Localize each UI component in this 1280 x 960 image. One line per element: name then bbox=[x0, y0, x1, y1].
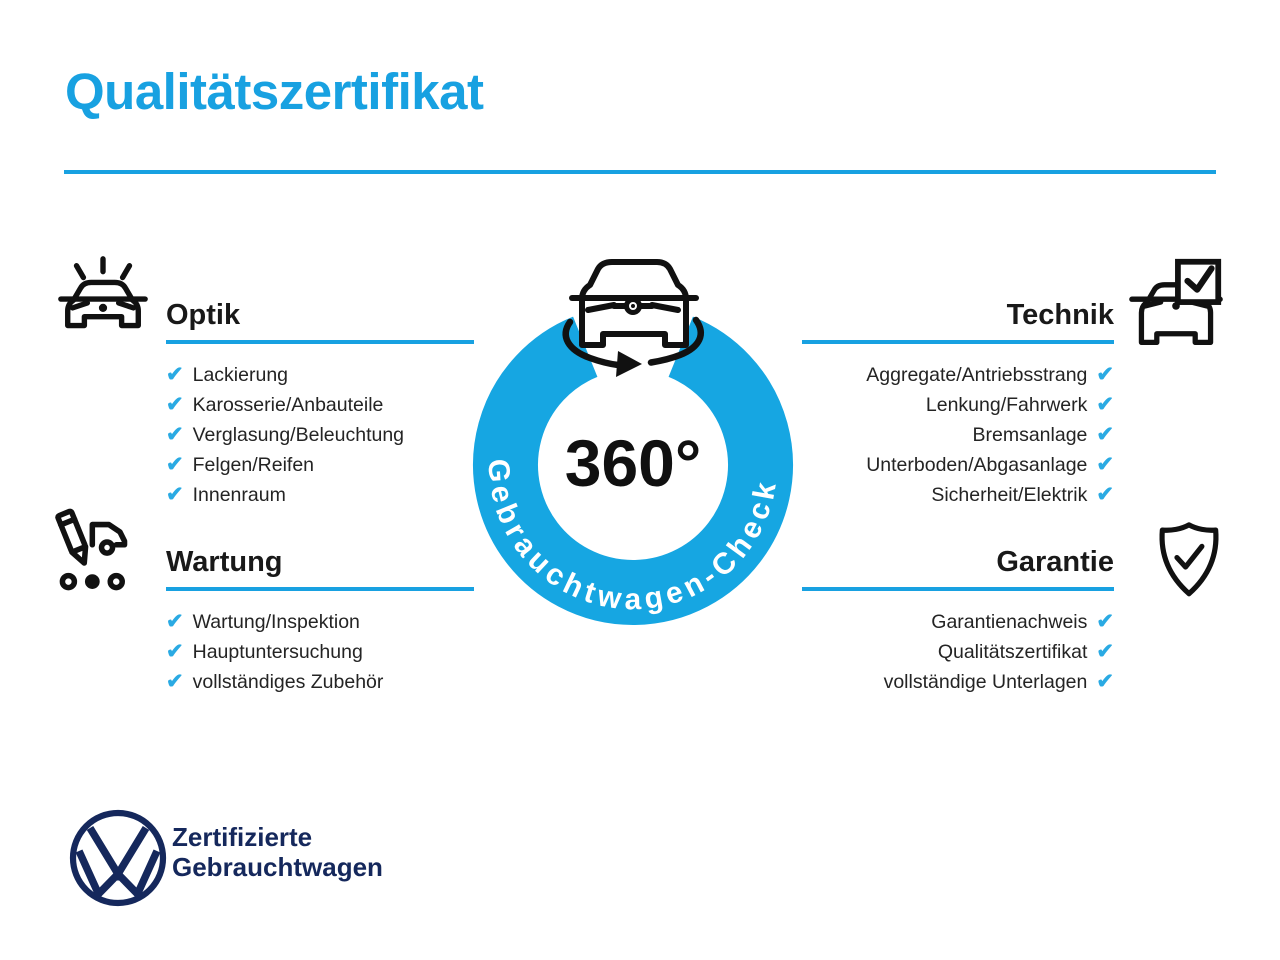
checklist-item: Qualitätszertifikat ✔ bbox=[938, 637, 1114, 667]
check-icon: ✔ bbox=[1096, 362, 1114, 386]
brand-line-1: Zertifizierte bbox=[172, 822, 313, 852]
checklist-item: ✔ Hauptuntersuchung bbox=[166, 637, 363, 667]
page-title: Qualitätszertifikat bbox=[65, 63, 484, 120]
checklist-item: Lenkung/Fahrwerk ✔ bbox=[926, 390, 1114, 420]
check-icon: ✔ bbox=[166, 392, 184, 416]
checklist-item-label: Lenkung/Fahrwerk bbox=[925, 393, 1088, 416]
pencil-car-checklist-icon bbox=[55, 508, 128, 591]
check-icon: ✔ bbox=[1096, 482, 1114, 506]
rotate-arrowhead bbox=[616, 351, 642, 377]
check-icon: ✔ bbox=[1096, 392, 1114, 416]
check-icon: ✔ bbox=[166, 422, 184, 446]
360-check-badge: Gebrauchtwagen-Check 360° bbox=[473, 316, 793, 625]
checklist-item: Garantienachweis ✔ bbox=[931, 607, 1114, 637]
section-divider-optik bbox=[166, 340, 474, 344]
checklist-item-label: Unterboden/Abgasanlage bbox=[866, 453, 1088, 476]
section-title-garantie: Garantie bbox=[996, 546, 1114, 578]
checklist-item-label: Bremsanlage bbox=[972, 423, 1088, 446]
checklist-wartung: ✔ Wartung/Inspektion ✔ Hauptuntersuchung ✔… bbox=[166, 607, 383, 697]
check-icon: ✔ bbox=[166, 609, 184, 633]
check-icon: ✔ bbox=[1096, 422, 1114, 446]
shield-check-icon bbox=[1159, 522, 1219, 597]
checklist-item-label: vollständiges Zubehör bbox=[192, 670, 384, 693]
check-icon: ✔ bbox=[1096, 639, 1114, 663]
checklist-item: Unterboden/Abgasanlage ✔ bbox=[866, 450, 1114, 480]
section-title-wartung: Wartung bbox=[166, 546, 283, 578]
checklist-item: Aggregate/Antriebsstrang ✔ bbox=[866, 360, 1114, 390]
car-360-rotate-icon bbox=[562, 259, 704, 377]
checklist-item: ✔ Wartung/Inspektion bbox=[166, 607, 360, 637]
badge-ring bbox=[473, 316, 793, 625]
badge-value: 360° bbox=[565, 426, 702, 500]
checklist-item-label: Felgen/Reifen bbox=[192, 453, 315, 476]
checklist-item-label: Hauptuntersuchung bbox=[192, 640, 363, 663]
checklist-item-label: Innenraum bbox=[192, 483, 286, 506]
vw-logo bbox=[69, 809, 167, 907]
checklist-item: ✔ vollständiges Zubehör bbox=[166, 667, 383, 697]
section-divider-wartung bbox=[166, 587, 474, 591]
checklist-item-label: Qualitätszertifikat bbox=[937, 640, 1088, 663]
checklist-technik: Aggregate/Antriebsstrang ✔ Lenkung/Fahrwe… bbox=[866, 360, 1114, 510]
checklist-item: ✔ Karosserie/Anbauteile bbox=[166, 390, 383, 420]
checklist-item: Bremsanlage ✔ bbox=[972, 420, 1114, 450]
checklist-item: Sicherheit/Elektrik ✔ bbox=[931, 480, 1114, 510]
car-checkbox-icon bbox=[1129, 258, 1223, 346]
check-icon: ✔ bbox=[166, 669, 184, 693]
section-divider-technik bbox=[802, 340, 1114, 344]
section-divider-garantie bbox=[802, 587, 1114, 591]
check-icon: ✔ bbox=[166, 362, 184, 386]
checklist-item: ✔ Felgen/Reifen bbox=[166, 450, 314, 480]
checklist-item-label: Karosserie/Anbauteile bbox=[192, 393, 384, 416]
car-shine-icon bbox=[58, 256, 148, 329]
checklist-item-label: Garantienachweis bbox=[931, 610, 1088, 633]
checklist-optik: ✔ Lackierung ✔ Karosserie/Anbauteile ✔ Verg… bbox=[166, 360, 404, 510]
check-icon: ✔ bbox=[166, 639, 184, 663]
checklist-item: ✔ Innenraum bbox=[166, 480, 286, 510]
check-icon: ✔ bbox=[1096, 452, 1114, 476]
checklist-item: vollständige Unterlagen ✔ bbox=[884, 667, 1114, 697]
checklist-item-label: Sicherheit/Elektrik bbox=[931, 483, 1088, 506]
check-icon: ✔ bbox=[1096, 669, 1114, 693]
title-divider bbox=[64, 170, 1216, 174]
check-icon: ✔ bbox=[166, 482, 184, 506]
section-title-optik: Optik bbox=[166, 299, 241, 331]
checklist-item-label: vollständige Unterlagen bbox=[883, 670, 1088, 693]
checklist-garantie: Garantienachweis ✔ Qualitätszertifikat ✔ v… bbox=[884, 607, 1114, 697]
brand-text: Zertifizierte Gebrauchtwagen bbox=[172, 822, 383, 882]
brand-line-2: Gebrauchtwagen bbox=[172, 852, 383, 882]
section-title-technik: Technik bbox=[1006, 299, 1114, 331]
checklist-item-label: Aggregate/Antriebsstrang bbox=[866, 363, 1088, 386]
checklist-item-label: Lackierung bbox=[192, 363, 289, 386]
checklist-item-label: Verglasung/Beleuchtung bbox=[192, 423, 405, 446]
checklist-item: ✔ Verglasung/Beleuchtung bbox=[166, 420, 404, 450]
check-icon: ✔ bbox=[1096, 609, 1114, 633]
checklist-item: ✔ Lackierung bbox=[166, 360, 288, 390]
checklist-item-label: Wartung/Inspektion bbox=[192, 610, 360, 633]
check-icon: ✔ bbox=[166, 452, 184, 476]
